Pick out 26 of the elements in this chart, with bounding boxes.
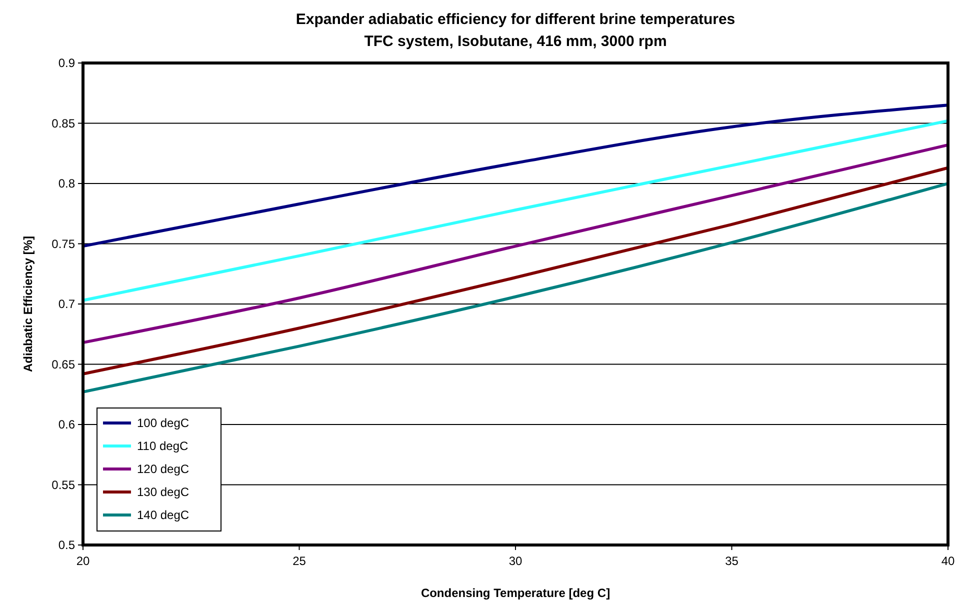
x-axis-title: Condensing Temperature [deg C] bbox=[420, 586, 610, 600]
chart-title: Expander adiabatic efficiency for different brine temperatures bbox=[296, 11, 736, 28]
y-tick-label: 0.85 bbox=[52, 116, 76, 130]
x-tick-label: 25 bbox=[292, 554, 306, 568]
y-tick-label: 0.7 bbox=[58, 297, 76, 311]
y-tick-label: 0.55 bbox=[52, 478, 76, 492]
legend-label: 120 degC bbox=[137, 462, 190, 476]
y-tick-label: 0.65 bbox=[52, 357, 76, 372]
chart-subtitle: TFC system, Isobutane, 416 mm, 3000 rpm bbox=[364, 33, 667, 50]
y-tick-label: 0.75 bbox=[52, 236, 76, 251]
y-axis-title: Adiabatic Efficiency [%] bbox=[21, 236, 35, 372]
y-tick-label: 0.5 bbox=[58, 538, 76, 552]
legend-label: 100 degC bbox=[137, 416, 190, 430]
x-tick-label: 40 bbox=[941, 554, 955, 568]
x-tick-label: 20 bbox=[76, 554, 90, 568]
line-series bbox=[82, 143, 950, 344]
x-tick-label: 30 bbox=[508, 554, 522, 568]
line-series bbox=[82, 119, 950, 302]
line-series bbox=[82, 104, 950, 248]
legend-label: 110 degC bbox=[137, 439, 188, 453]
y-tick-label: 0.6 bbox=[58, 418, 76, 432]
x-tick-label: 35 bbox=[725, 554, 739, 568]
legend-label: 140 degC bbox=[137, 508, 190, 522]
legend-label: 130 degC bbox=[137, 485, 190, 499]
y-tick-label: 0.9 bbox=[58, 56, 76, 70]
y-tick-label: 0.8 bbox=[58, 176, 76, 190]
